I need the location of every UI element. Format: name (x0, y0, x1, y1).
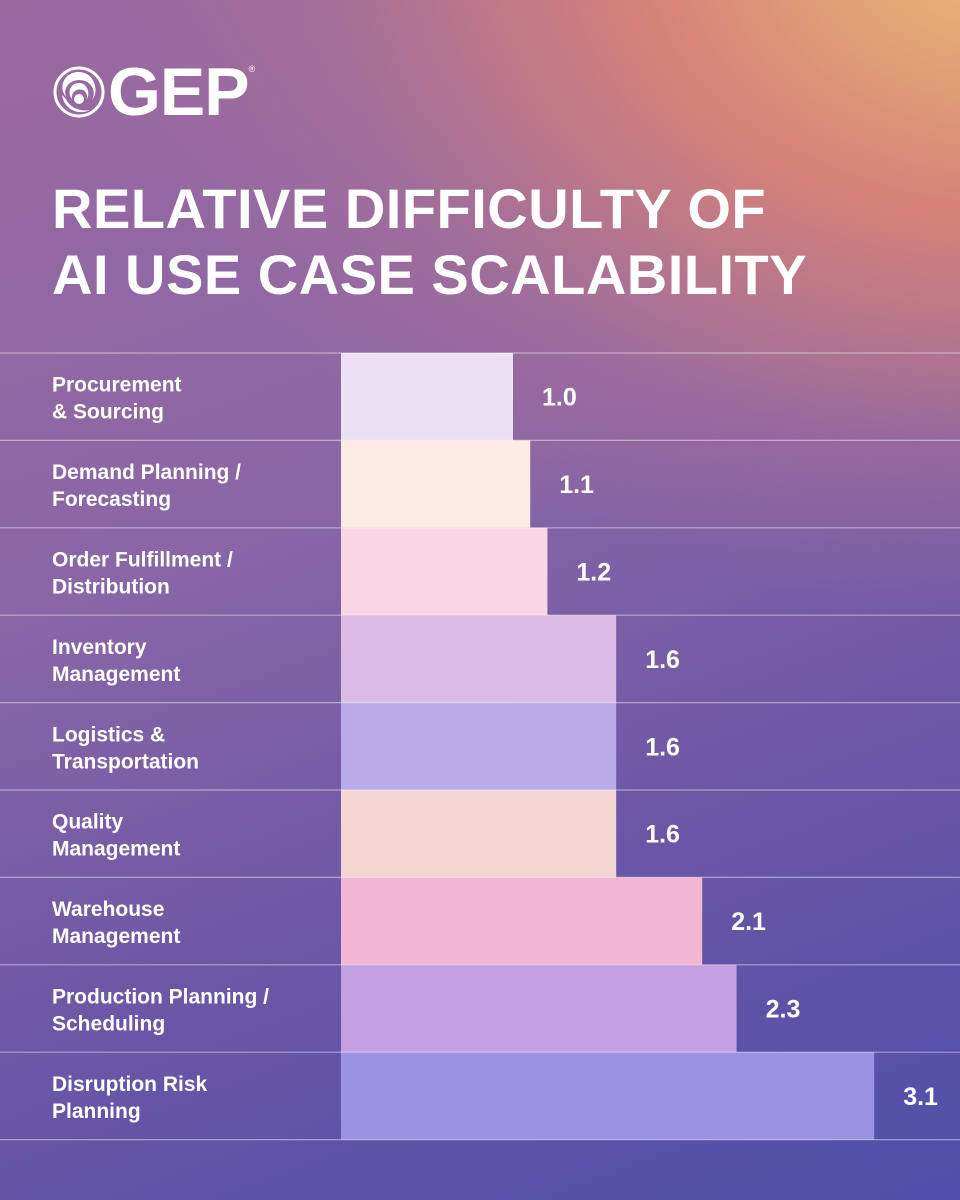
title-line-2: AI USE CASE SCALABILITY (52, 243, 808, 306)
value-label-5: 1.6 (645, 733, 680, 761)
value-label-1: 1.0 (542, 384, 577, 412)
gep-logo: GEP ® (52, 54, 256, 130)
gep-swirl-icon (53, 66, 105, 118)
bar-3 (341, 527, 548, 616)
bar-4 (341, 615, 617, 703)
category-label-3: Order Fulfillment / Distribution (52, 549, 233, 599)
category-label-5: Logistics & Transportation (52, 723, 199, 773)
bar-7 (341, 877, 703, 965)
brand-name: GEP (108, 54, 250, 130)
bar-8 (341, 964, 737, 1053)
category-label-2: Demand Planning / Forecasting (52, 461, 241, 511)
bar-6 (341, 790, 617, 878)
bar-2 (341, 440, 531, 528)
value-label-2: 1.1 (559, 471, 594, 499)
value-label-8: 2.3 (766, 996, 801, 1024)
category-label-6: Quality Management (52, 811, 180, 861)
value-label-7: 2.1 (731, 908, 766, 936)
bar-9 (341, 1052, 875, 1140)
category-label-9: Disruption Risk Planning (52, 1073, 208, 1123)
category-label-1: Procurement & Sourcing (52, 374, 182, 424)
value-label-4: 1.6 (645, 646, 680, 674)
bar-5 (341, 702, 617, 790)
category-label-7: Warehouse Management (52, 898, 180, 948)
registered-mark: ® (248, 64, 256, 74)
title-line-1: RELATIVE DIFFICULTY OF (52, 177, 767, 240)
value-label-3: 1.2 (576, 559, 611, 587)
value-label-6: 1.6 (645, 821, 680, 849)
category-label-4: Inventory Management (52, 636, 180, 686)
page-title: RELATIVE DIFFICULTY OF AI USE CASE SCALA… (52, 176, 932, 308)
bar-1 (341, 353, 513, 441)
category-label-8: Production Planning / Scheduling (52, 986, 269, 1036)
value-label-9: 3.1 (903, 1083, 938, 1111)
